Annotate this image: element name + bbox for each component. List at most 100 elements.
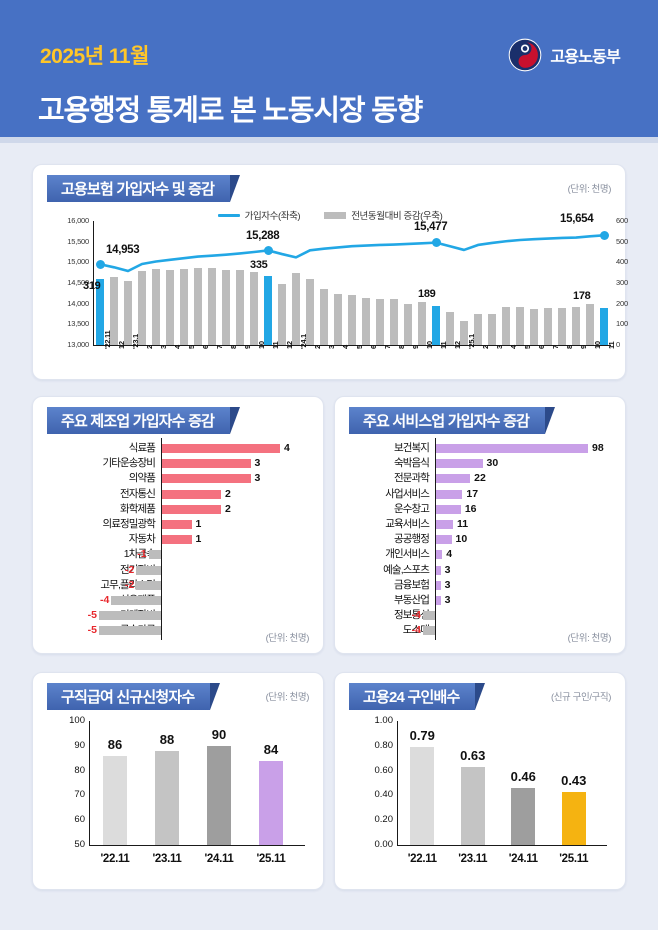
ratio-card: 고용24 구인배수 (신규 구인/구직) 0.00 0.20 0.40 0.60 0.8… [334, 672, 626, 890]
category-label: 운수창고 [393, 502, 430, 515]
job-opening-ratio-x-axis [397, 845, 607, 847]
main-line-marker [95, 259, 105, 269]
value-label: 1 [195, 533, 202, 546]
column-value-label: 90 [211, 726, 227, 742]
main-line-value: 15,288 [246, 230, 280, 243]
job-opening-ratio-y-axis [397, 721, 399, 845]
main-line-value: 15,654 [560, 213, 594, 226]
main-y-tick-right: 500 [616, 236, 628, 246]
value-label: 1 [195, 518, 202, 530]
y-axis-tick: 0.40 [374, 789, 394, 801]
column-category-label: '22.11 [407, 853, 437, 865]
main-bar [194, 267, 202, 345]
manufacturing-change-zero-axis [161, 438, 163, 640]
value-label: 3 [444, 578, 451, 591]
value-bar [162, 520, 192, 529]
manufacturing-title: 주요 제조업 가입자수 증감 [61, 413, 215, 430]
main-x-tick: 8 [229, 345, 238, 349]
value-label: -4 [100, 594, 110, 606]
y-axis-tick: 100 [69, 715, 85, 726]
value-bar [436, 459, 483, 469]
main-x-tick: '22.11 [103, 330, 112, 349]
main-bar [544, 308, 552, 345]
value-bar [423, 626, 435, 636]
main-bar [558, 307, 566, 345]
category-label: 1차금속 [123, 548, 156, 561]
main-x-tick: 10 [257, 341, 266, 349]
ratio-unit: (신규 구인/구직) [550, 692, 611, 703]
header-date: 2025년 11월 [40, 45, 149, 68]
main-x-tick: 2 [481, 345, 490, 349]
y-axis-tick: 90 [74, 739, 85, 751]
main-bar-value: 178 [573, 290, 591, 303]
main-line-value: 15,477 [414, 220, 448, 233]
value-label: 2 [225, 502, 231, 515]
main-x-tick: 9 [411, 345, 420, 349]
manufacturing-plot: 식료품 4 기타운송장비 3 의약품 3 전자통신 2 화학제품 2 의료정밀광학 1 자동차 1 1차금속… [33, 437, 325, 651]
legend-item-line: 가입자수(좌축) [217, 208, 301, 222]
banner-fold-icon [230, 407, 241, 434]
main-y-tick-left: 13,500 [67, 319, 89, 329]
category-label: 교육서비스 [385, 518, 430, 530]
main-x-tick: 4 [173, 345, 182, 349]
banner-fold-icon [230, 175, 241, 202]
category-label: 의료정밀광학 [102, 518, 155, 530]
y-axis-tick: 0.60 [374, 764, 394, 776]
main-y-tick-left: 14,500 [67, 278, 89, 287]
main-x-tick: 11 [271, 341, 280, 349]
value-bar [436, 535, 452, 545]
main-x-tick: 3 [327, 345, 336, 349]
employment-insurance-card: 고용보험 가입자수 및 증감 (단위: 천명) 가입자수(좌축) 전년동월대비 … [32, 164, 628, 381]
value-bar [436, 596, 441, 605]
main-y-tick-right: 0 [616, 340, 620, 349]
main-bar [320, 288, 328, 345]
column-value-label: 0.79 [409, 728, 435, 744]
column-category-label: '25.11 [559, 853, 589, 865]
value-bar [162, 459, 251, 469]
jobseeker-plot: 50 60 70 80 90 100 86 '22.11 88 '23.11 90 '24.11 84 '… [33, 673, 325, 891]
header-divider [0, 137, 658, 143]
value-label: -4 [411, 624, 421, 637]
value-column [207, 745, 231, 845]
services-unit: (단위: 천명) [567, 633, 612, 644]
jobseeker-applicants-y-axis [89, 721, 91, 845]
main-bar [460, 320, 468, 345]
main-bar [166, 270, 174, 345]
main-x-tick: 7 [383, 345, 392, 349]
main-bar [572, 307, 580, 345]
main-bar [530, 308, 538, 345]
main-bar [264, 275, 272, 345]
taegeuk-logo-icon [509, 38, 542, 72]
value-label: 10 [455, 533, 468, 546]
services-title: 주요 서비스업 가입자수 증감 [363, 413, 530, 430]
value-bar [436, 550, 443, 560]
main-bar [334, 294, 342, 345]
main-bar [488, 314, 496, 345]
main-bar [222, 269, 230, 345]
value-bar [162, 474, 251, 484]
category-label: 보건복지 [393, 442, 430, 454]
value-bar [436, 444, 588, 453]
main-bar [250, 272, 258, 345]
value-label: 3 [254, 472, 261, 485]
services-card: 주요 서비스업 가입자수 증감 보건복지 98 숙박음식 30 전문과학 22 사업서비스 1… [334, 396, 626, 654]
page-header: 2025년 11월 고용행정 통계로 본 노동시장 동향 고용노동부 [0, 0, 658, 137]
main-bar-value: 319 [83, 280, 101, 293]
value-bar [436, 565, 441, 575]
column-value-label: 86 [107, 736, 123, 752]
main-x-tick: 9 [579, 345, 588, 349]
main-bar [96, 279, 104, 345]
value-bar [436, 504, 461, 514]
main-bar [600, 308, 608, 345]
banner-fold-icon [210, 683, 221, 710]
main-x-tick: 6 [537, 345, 546, 349]
legend-line-swatch-icon [217, 213, 240, 217]
main-y-tick-right: 600 [616, 216, 628, 225]
y-axis-tick: 70 [74, 789, 85, 801]
main-x-tick: '24.1 [299, 334, 308, 349]
employment-insurance-plot: 13,000 13,500 14,000 14,500 15,000 15,500 16,0… [33, 165, 628, 381]
value-label: 98 [592, 442, 604, 454]
main-y-tick-left: 13,000 [67, 340, 89, 349]
value-bar [423, 611, 435, 621]
column-value-label: 0.46 [510, 768, 536, 784]
